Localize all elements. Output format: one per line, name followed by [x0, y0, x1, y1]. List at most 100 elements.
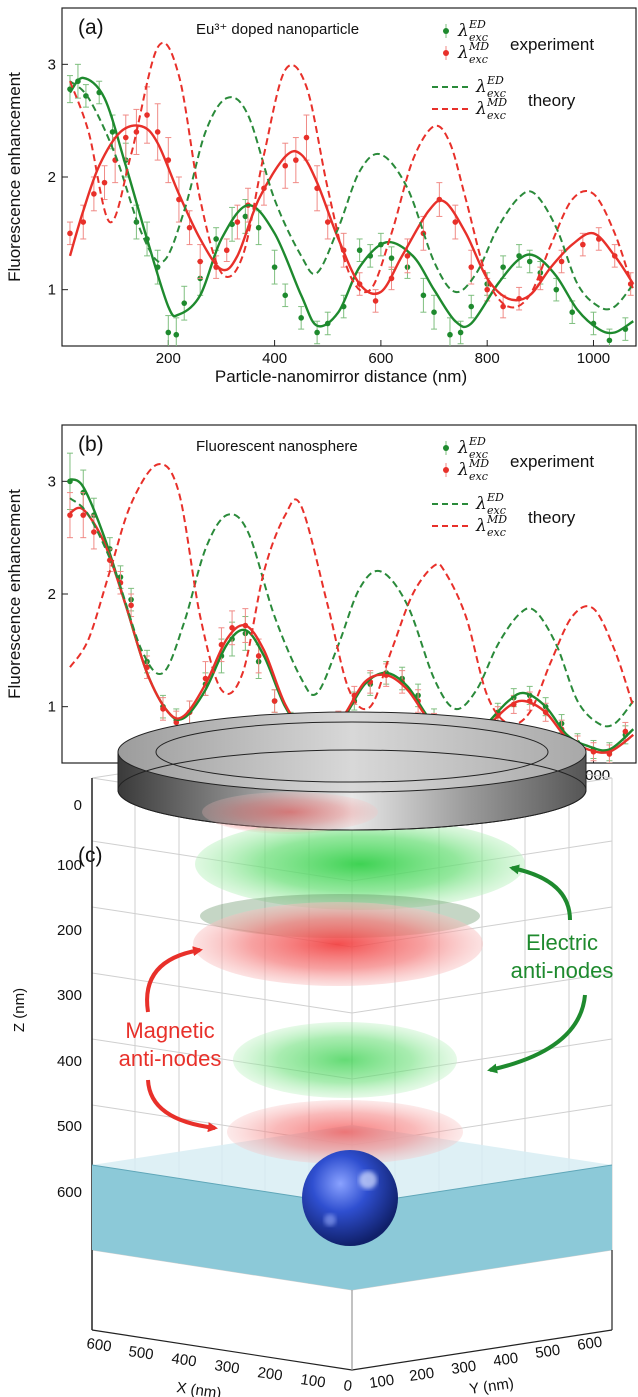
z-tick: 300: [57, 987, 82, 1004]
legend-lambda: λ: [475, 494, 487, 514]
electric-arrow-down: [487, 994, 587, 1074]
legend-lambda: λ: [457, 460, 469, 480]
legend-theory-label: theory: [528, 91, 576, 110]
data-point-ed: [526, 258, 533, 265]
legend-theory-label: theory: [528, 508, 576, 527]
data-point-md: [186, 224, 193, 231]
data-point-ed: [553, 286, 560, 293]
electric-label-line2: anti-nodes: [511, 958, 614, 983]
data-point-md: [580, 241, 586, 248]
data-point-md: [91, 191, 97, 197]
x-tick: 300: [213, 1357, 240, 1377]
y-axis-title: Fluorescence enhancement: [5, 72, 24, 282]
data-point-ed: [388, 255, 395, 261]
z-tick: 0: [74, 797, 82, 814]
magnetic-label-line1: Magnetic: [125, 1018, 214, 1043]
y-tick-label: 2: [48, 169, 56, 186]
data-point-md: [558, 258, 565, 265]
y-tick: 100: [368, 1372, 395, 1392]
legend-lambda: λ: [475, 516, 487, 536]
data-point-md: [101, 179, 108, 186]
nanoparticle-sphere: [302, 1150, 398, 1246]
z-tick: 100: [57, 857, 82, 874]
panel-label: (b): [78, 433, 104, 456]
legend-subscript: exc: [469, 448, 488, 461]
data-point-md: [484, 286, 490, 293]
y-tick: 400: [492, 1350, 519, 1370]
data-point-md: [67, 230, 73, 237]
data-point-ed: [181, 300, 188, 306]
field-anti-nodes: [193, 782, 525, 1164]
magnetic-arrow-up: [145, 946, 203, 1013]
data-point-md: [452, 219, 459, 225]
legend-lambda: λ: [457, 43, 469, 63]
y-axis-label-3d: Y (nm): [468, 1375, 515, 1397]
theory-curve-ed: [69, 80, 635, 311]
magnetic-lobe-top-visible: [202, 792, 378, 832]
data-point-md: [372, 298, 379, 304]
y-tick: 600: [576, 1334, 603, 1354]
data-point-ed: [447, 331, 453, 338]
legend-subscript: exc: [487, 504, 506, 517]
data-point-ed: [468, 303, 475, 310]
data-point-md: [80, 219, 87, 225]
x-tick: 500: [127, 1343, 154, 1363]
data-point-md: [303, 134, 310, 141]
data-point-ed: [420, 292, 427, 299]
x-ticks-3d: 600 500 400 300 200 100 0: [85, 1335, 353, 1395]
electric-lobe-2: [233, 1022, 457, 1098]
panel-label: (a): [78, 16, 104, 39]
z-tick: 200: [57, 922, 82, 939]
legend-lambda: λ: [457, 438, 469, 458]
panel-a: 200 400 600 800 1000 1 2 3 Particle-nanomirror d…: [5, 7, 637, 386]
data-point-ed: [569, 309, 576, 316]
electric-lobe-1: [195, 818, 525, 910]
panel-title: Fluorescent nanosphere: [196, 438, 358, 455]
data-point-md: [234, 219, 241, 225]
y-tick: 300: [450, 1358, 477, 1378]
data-point-md: [223, 247, 230, 254]
panel-label-c: (c): [78, 844, 103, 867]
legend-subscript: exc: [469, 470, 488, 483]
data-point-md: [144, 112, 150, 118]
data-point-ed: [500, 264, 506, 270]
data-point-md: [622, 728, 629, 735]
y-tick-label: 2: [48, 586, 56, 603]
legend-lambda: λ: [475, 77, 487, 97]
fit-curve-md: [68, 124, 635, 302]
data-point-ed: [431, 309, 437, 316]
data-point-md: [173, 719, 180, 726]
panel-title: Eu³⁺ doped nanoparticle: [196, 21, 359, 38]
theory-curve-md: [69, 41, 635, 309]
y-tick-label: 3: [48, 473, 56, 490]
legend-marker-ed: [443, 28, 449, 34]
x-tick: 600: [85, 1335, 112, 1355]
legend-marker-ed: [443, 445, 449, 451]
box-edges: [91, 1250, 613, 1371]
z-tick: 500: [57, 1118, 82, 1135]
legend-experiment-label: experiment: [510, 35, 594, 54]
theory-curve-ed: [69, 497, 635, 728]
legend-subscript: exc: [469, 31, 488, 44]
x-tick-label: 600: [368, 350, 393, 367]
legend-superscript: MD: [468, 40, 489, 53]
magnetic-lobe-2: [227, 1100, 463, 1164]
legend-marker-md: [443, 50, 449, 56]
data-point-md: [271, 698, 278, 704]
x-tick-label: 400: [262, 350, 287, 367]
legend-superscript: MD: [486, 513, 507, 526]
data-point-ed: [356, 247, 363, 254]
data-point-md: [122, 134, 129, 141]
legend-subscript: exc: [469, 53, 488, 66]
data-point-ed: [109, 129, 116, 135]
y-tick-label: 3: [48, 56, 56, 73]
x-axis-title: Particle-nanomirror distance (nm): [215, 367, 467, 386]
plot-area: [66, 41, 635, 346]
data-point-md: [67, 512, 73, 518]
legend-superscript: ED: [486, 74, 504, 87]
data-point-ed: [606, 337, 613, 344]
data-point-ed: [457, 329, 464, 336]
data-point-md: [282, 162, 289, 169]
electric-label-line1: Electric: [526, 930, 598, 955]
y-tick: 200: [408, 1365, 435, 1385]
